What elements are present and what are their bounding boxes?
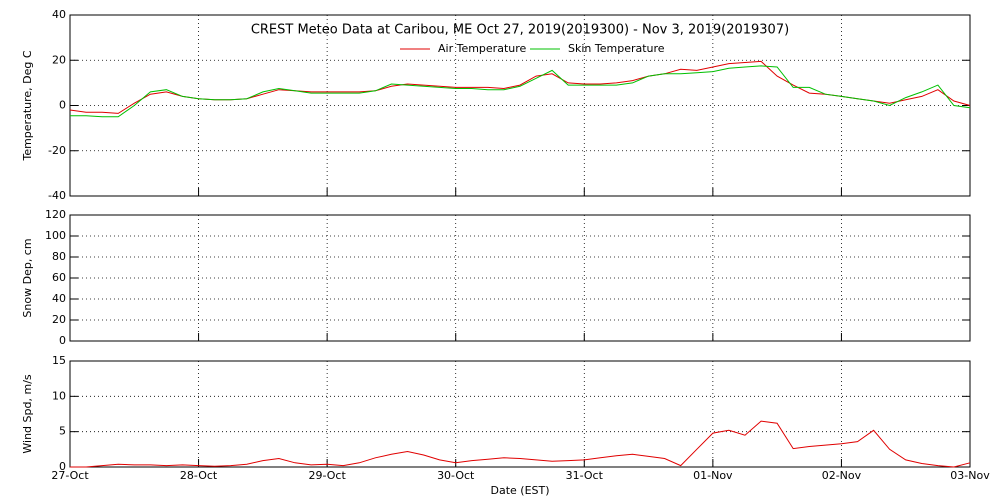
chart-title: CREST Meteo Data at Caribou, ME Oct 27, … xyxy=(251,23,789,38)
y-tick-label: 60 xyxy=(52,271,66,284)
x-axis-label: Date (EST) xyxy=(490,484,549,497)
y-tick-label: 80 xyxy=(52,250,66,263)
data-line xyxy=(70,420,971,468)
x-tick-label: 03-Nov xyxy=(950,469,990,482)
x-tick-label: 02-Nov xyxy=(822,469,862,482)
y-tick-label: 0 xyxy=(59,334,66,347)
y-tick-label: 20 xyxy=(52,53,66,66)
y-tick-label: 0 xyxy=(59,99,66,112)
y-tick-label: 15 xyxy=(52,354,66,367)
x-tick-label: 31-Oct xyxy=(566,469,604,482)
y-tick-label: 100 xyxy=(45,229,66,242)
y-tick-label: 120 xyxy=(45,208,66,221)
x-tick-label: 30-Oct xyxy=(437,469,475,482)
legend-label: Skin Temperature xyxy=(568,42,665,55)
plot-frame xyxy=(69,214,971,342)
y-axis-label: Temperature, Deg C xyxy=(21,50,34,161)
x-tick-label: 27-Oct xyxy=(51,469,89,482)
data-line xyxy=(70,65,971,118)
plot-frame xyxy=(69,360,971,468)
y-tick-label: 20 xyxy=(52,313,66,326)
x-tick-label: 01-Nov xyxy=(693,469,733,482)
legend-label: Air Temperature xyxy=(438,42,527,55)
y-tick-label: 40 xyxy=(52,292,66,305)
y-tick-label: 40 xyxy=(52,8,66,21)
y-tick-label: -40 xyxy=(48,189,66,202)
y-tick-label: 10 xyxy=(52,389,66,402)
x-tick-label: 29-Oct xyxy=(308,469,346,482)
y-tick-label: -20 xyxy=(48,144,66,157)
y-tick-label: 5 xyxy=(59,425,66,438)
y-axis-label: Wind Spd, m/s xyxy=(21,374,34,454)
y-axis-label: Snow Dep, cm xyxy=(21,238,34,317)
y-tick-label: 0 xyxy=(59,460,66,473)
x-tick-label: 28-Oct xyxy=(180,469,218,482)
